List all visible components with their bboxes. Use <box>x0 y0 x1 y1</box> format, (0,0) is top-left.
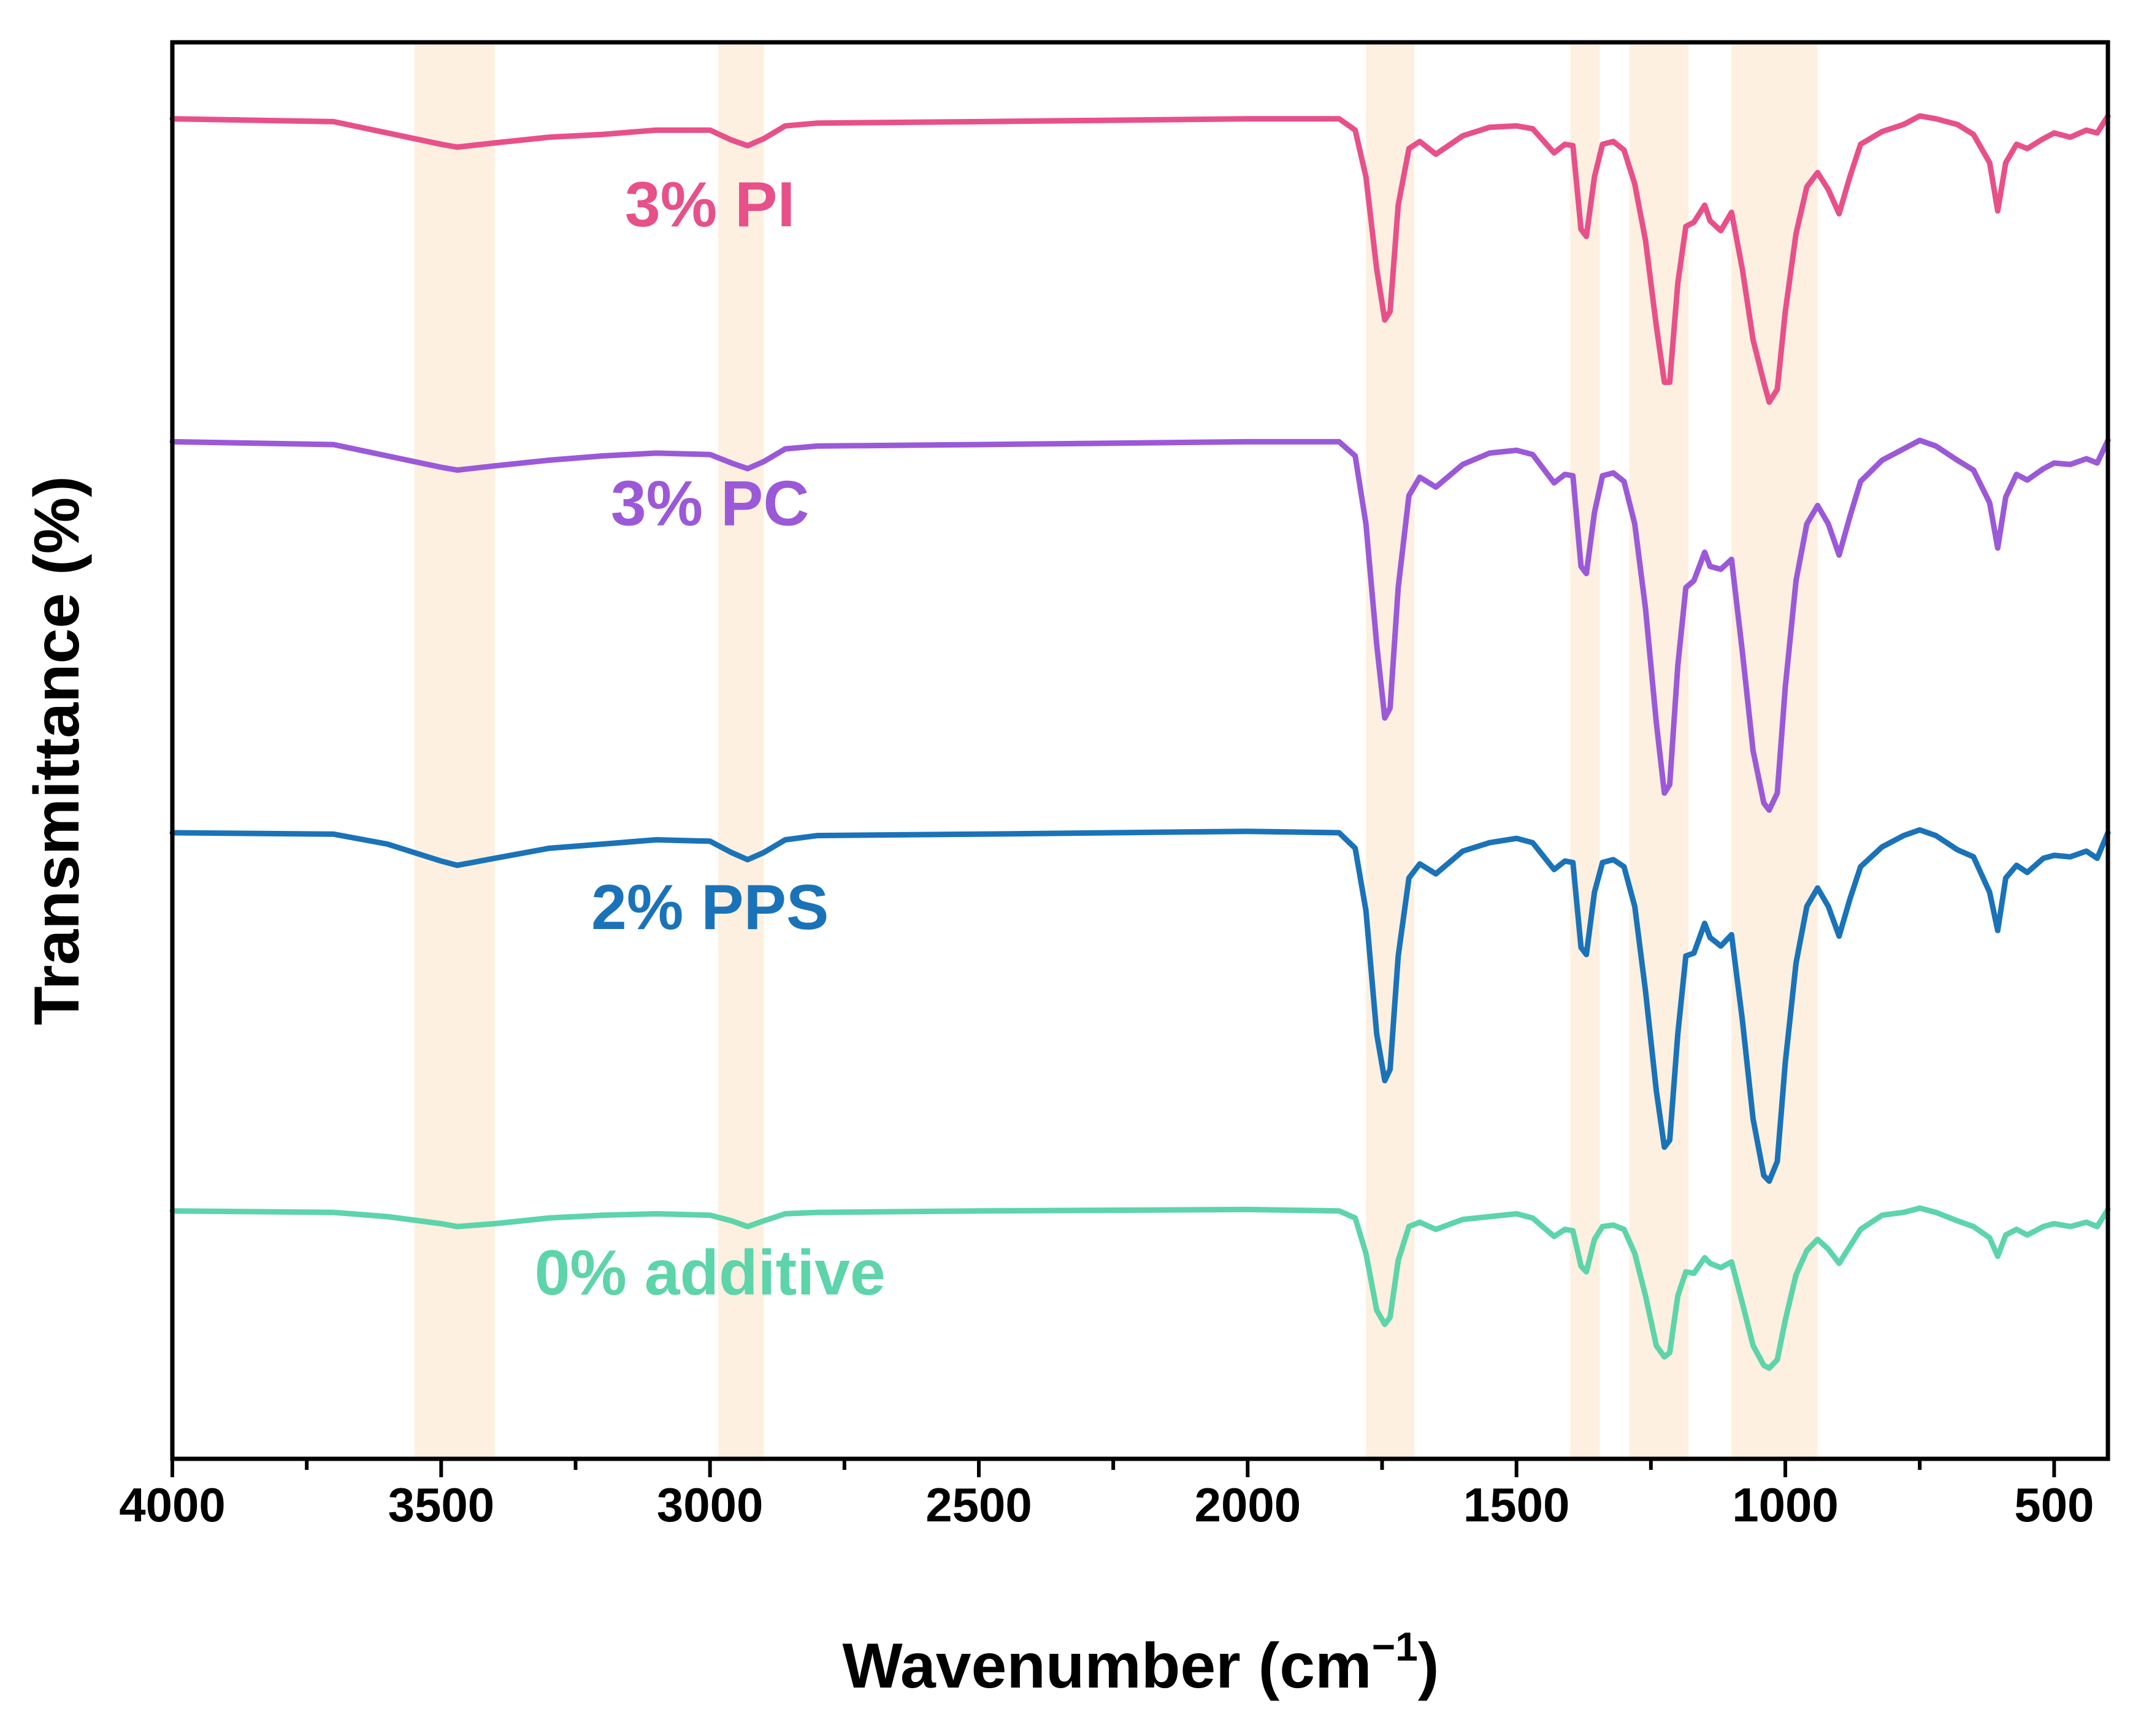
x-axis-ticks: 4000 3500 3000 2500 2000 1500 1000 500 <box>119 1459 2094 1532</box>
y-axis-title: Transmittance (%) <box>21 476 93 1025</box>
highlight-band-3 <box>1570 42 1600 1459</box>
series-line-2 <box>169 827 2111 1184</box>
series-label-3: 0% additive <box>535 1237 886 1309</box>
series-line-3 <box>169 1205 2111 1371</box>
highlight-band-0 <box>414 42 495 1459</box>
series-labels: 3% PI 3% PC 2% PPS 0% additive <box>535 169 886 1309</box>
highlight-band-5 <box>1731 42 1818 1459</box>
series-label-1: 3% PC <box>611 468 810 539</box>
x-tick-label: 500 <box>2014 1478 2094 1532</box>
series-line-1 <box>169 437 2111 813</box>
series-label-2: 2% PPS <box>591 872 829 943</box>
series-lines <box>169 113 2111 1371</box>
x-tick-label: 3000 <box>657 1478 764 1532</box>
x-tick-label: 4000 <box>119 1478 226 1532</box>
x-axis-title: Wavenumber (cm−1) <box>843 1624 1439 1702</box>
x-tick-label: 1000 <box>1732 1478 1839 1532</box>
x-tick-label: 2500 <box>925 1478 1032 1532</box>
plot-frame <box>170 40 2110 1461</box>
x-tick-label: 1500 <box>1463 1478 1570 1532</box>
series-label-0: 3% PI <box>625 169 795 240</box>
series-line-0 <box>169 113 2111 405</box>
x-tick-label: 3500 <box>388 1478 495 1532</box>
x-tick-label: 2000 <box>1195 1478 1301 1532</box>
